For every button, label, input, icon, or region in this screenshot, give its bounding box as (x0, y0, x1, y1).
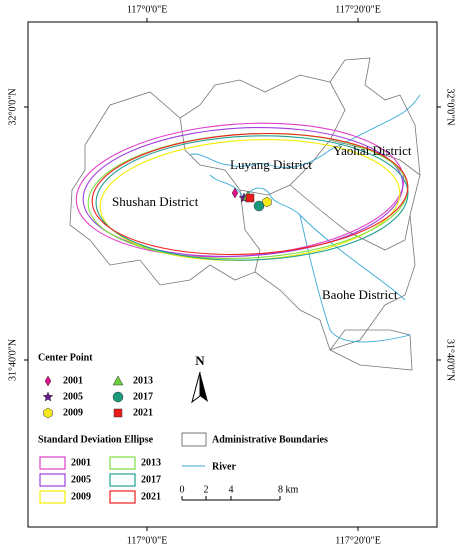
legend-label: Administrative Boundaries (212, 434, 328, 445)
legend-label: 2001 (63, 375, 83, 386)
marker (253, 200, 265, 212)
legend-label: 2017 (133, 391, 153, 402)
legend-swatch (109, 456, 136, 470)
district-label: Baohe District (322, 287, 398, 302)
legend-label: 2009 (71, 491, 91, 502)
legend-label: 2005 (63, 391, 83, 402)
legend-swatch (39, 456, 66, 470)
legend-label: 2013 (133, 375, 153, 386)
boundary-swatch (181, 432, 207, 447)
sde-ellipse (91, 132, 409, 256)
legend-title: Standard Deviation Ellipse (38, 434, 154, 445)
graticule-label: 32°0'0"N (7, 88, 18, 125)
graticule-label: 117°0'0"E (127, 4, 168, 15)
legend-swatch (39, 473, 66, 487)
marker (112, 391, 124, 403)
legend-label: 2001 (71, 457, 91, 468)
legend-label: 2005 (71, 474, 91, 485)
graticule-ticks (24, 18, 441, 531)
legend-label: 2013 (141, 457, 161, 468)
legend-label: 2009 (63, 407, 83, 418)
legend-label: River (212, 461, 236, 472)
marker (113, 408, 123, 418)
legend-swatch (109, 473, 136, 487)
marker (42, 391, 54, 402)
marker (231, 187, 239, 199)
graticule-label: 117°20'0"E (335, 535, 381, 546)
scale-label: 2 (204, 484, 209, 495)
north-label: N (195, 353, 205, 368)
marker (44, 375, 52, 387)
graticule-label: 117°0'0"E (127, 535, 168, 546)
legend-label: 2021 (133, 407, 153, 418)
scale-label: 4 (229, 484, 234, 495)
north-arrow (191, 371, 208, 404)
sde-ellipse (82, 126, 404, 258)
marker (43, 407, 53, 419)
map-frame (27, 21, 438, 528)
center-points (231, 187, 272, 212)
legend-swatch (109, 490, 136, 504)
district-label: Shushan District (112, 194, 199, 209)
graticule-label: 31°40'0"N (7, 339, 18, 381)
ellipses (75, 122, 409, 261)
marker (112, 375, 124, 386)
scale-label: 0 (180, 484, 185, 495)
legend-label: 2021 (141, 491, 161, 502)
marker (262, 196, 272, 208)
scale-bar (181, 496, 281, 501)
marker (245, 193, 255, 203)
graticule-label: 32°0'0"N (445, 88, 456, 125)
legend-title: Center Point (38, 352, 93, 363)
district-label: Luyang District (230, 157, 312, 172)
graticule-label: 31°40'0"N (445, 339, 456, 381)
legend: 2001 2005 2009 2013 2017 2021 2001 2005 2009 2013… (39, 375, 161, 504)
legend-swatch (39, 490, 66, 504)
legend-label: 2017 (141, 474, 161, 485)
scale-label: 8 km (278, 484, 299, 495)
graticule-label: 117°20'0"E (335, 4, 381, 15)
sde-ellipse (95, 135, 409, 261)
district-label: Yaohai District (333, 143, 412, 158)
